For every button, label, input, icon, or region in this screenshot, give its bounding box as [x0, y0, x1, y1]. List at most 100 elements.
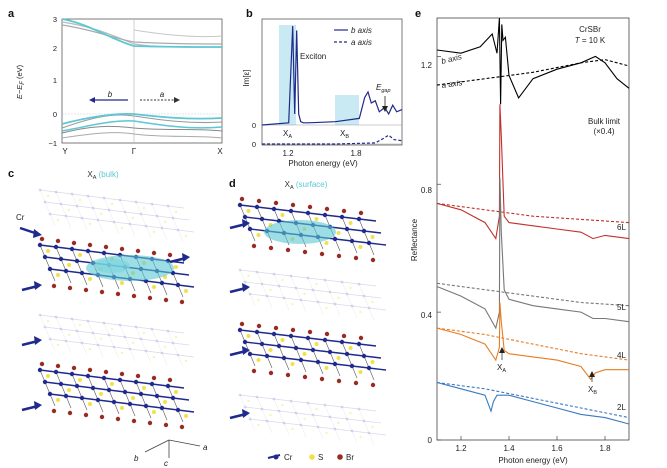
panel-e-series-4l — [436, 302, 629, 381]
br-atom — [55, 363, 61, 369]
lattice-bond — [103, 322, 110, 336]
br-atom — [370, 382, 376, 388]
cr-atom — [86, 194, 90, 198]
cr-atom — [101, 250, 107, 256]
lattice-bond — [119, 199, 126, 213]
cr-atom — [299, 423, 303, 427]
lattice-bond — [65, 270, 83, 274]
cr-atom — [171, 216, 175, 220]
lattice-bond — [108, 389, 126, 393]
lattice-bond — [295, 412, 302, 426]
panel-a-band — [133, 29, 223, 38]
cr-atom — [166, 204, 170, 208]
s-atom — [359, 435, 362, 439]
lattice-bond — [256, 396, 263, 410]
lattice-bond — [129, 348, 136, 362]
cr-atom — [288, 208, 294, 214]
cr-atom — [38, 313, 42, 317]
lattice-bond — [145, 350, 152, 364]
cr-atom — [248, 292, 252, 296]
lattice-bond — [244, 281, 263, 285]
lattice-bond — [65, 395, 83, 399]
lattice-bond — [65, 340, 83, 344]
lattice-bond — [283, 297, 302, 301]
panel-e-series-b-axis-bulk-0-4- — [436, 17, 630, 105]
cr-atom — [118, 323, 122, 327]
br-atom — [268, 245, 274, 251]
lattice-bond — [140, 338, 147, 352]
lattice-bond — [87, 320, 94, 334]
panel-e-xa-arrowhead — [499, 347, 505, 353]
lattice-bond — [135, 326, 142, 340]
spin-arrowhead — [34, 401, 42, 410]
lattice-bond — [346, 418, 353, 432]
lattice-bond — [363, 230, 382, 234]
lattice-bond — [76, 385, 94, 389]
lattice-bond — [49, 268, 67, 272]
br-atom — [256, 198, 262, 204]
lattice-bond — [145, 280, 163, 284]
cr-atom — [306, 401, 310, 405]
br-atom — [51, 408, 57, 414]
br-atom — [135, 248, 141, 254]
lattice-bond — [81, 342, 99, 346]
lattice-bond — [39, 314, 57, 318]
cr-atom — [134, 200, 138, 204]
lattice-bond — [363, 420, 370, 434]
panel-b-egap-label: Egap — [376, 83, 391, 94]
s-atom — [78, 378, 82, 382]
cr-atom — [154, 393, 160, 399]
lattice-bond — [278, 345, 297, 349]
lattice-bond — [346, 228, 365, 232]
panel-label-d: d — [229, 178, 236, 190]
s-atom — [110, 327, 114, 331]
lattice-bond — [71, 318, 78, 332]
lattice-bond — [76, 330, 94, 334]
panel-b-xb-label: XB — [340, 129, 349, 140]
s-atom — [131, 396, 135, 400]
panel-e-reflectance: 1.2 0.8 0.4 0 1.2 1.4 1.6 1.8 Photon ene… — [410, 17, 630, 465]
lattice-bond — [151, 328, 169, 332]
cr-atom — [58, 256, 64, 262]
cr-atom — [271, 331, 277, 337]
lattice-bond — [92, 332, 99, 346]
cr-atom — [90, 385, 96, 391]
cr-atom — [293, 345, 299, 351]
cr-atom — [306, 276, 310, 280]
lattice-bond — [351, 365, 370, 369]
cr-atom — [289, 274, 293, 278]
lattice-bond — [341, 281, 348, 295]
cr-atom — [357, 282, 361, 286]
br-atom — [151, 375, 157, 381]
s-atom — [246, 334, 251, 338]
cr-atom — [237, 202, 243, 208]
panel-e-label-bulk-limit: Bulk limit — [588, 117, 621, 126]
panel-e-label-xb: XB — [588, 385, 597, 396]
lattice-bond — [300, 299, 319, 303]
cr-atom — [102, 321, 106, 325]
cr-atom — [42, 254, 48, 260]
s-atom — [174, 210, 178, 214]
lattice-bond — [273, 398, 292, 402]
s-atom — [56, 273, 60, 277]
panel-d-title: XA (surface) — [285, 180, 328, 191]
panel-a-band-valence-highlight — [61, 120, 223, 132]
s-atom — [371, 300, 374, 304]
panel-a-frame — [61, 18, 223, 144]
s-atom — [120, 406, 124, 410]
s-atom — [78, 323, 82, 327]
s-atom — [303, 417, 306, 421]
lattice-bond — [92, 207, 99, 221]
lattice-bond — [87, 320, 105, 324]
lattice-bond — [129, 223, 147, 227]
lattice-bond — [256, 331, 275, 335]
panel-e-ytick: 0 — [428, 436, 433, 445]
s-atom — [184, 414, 188, 418]
lattice-bond — [358, 408, 365, 422]
s-atom — [174, 265, 178, 269]
s-atom — [88, 347, 92, 351]
lattice-bond — [119, 324, 126, 338]
br-atom — [268, 370, 274, 376]
lattice-bond — [44, 256, 62, 260]
lattice-bond — [177, 229, 184, 243]
